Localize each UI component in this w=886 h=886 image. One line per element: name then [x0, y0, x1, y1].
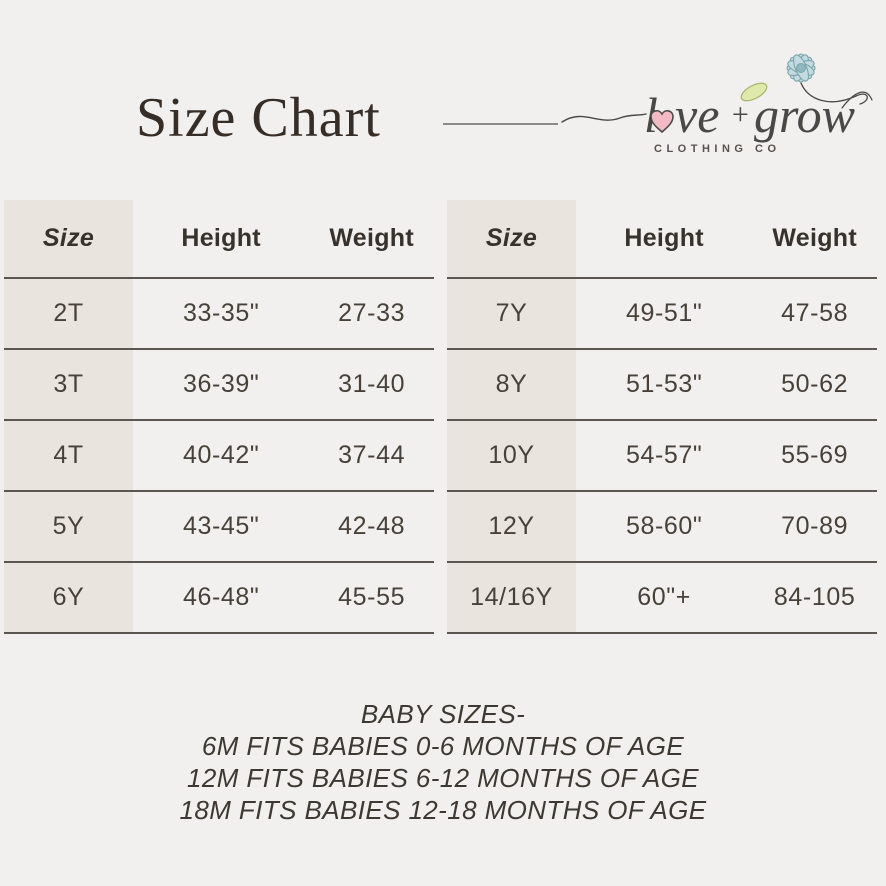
size-cell: 4T: [4, 420, 133, 492]
size-cell: 7Y: [447, 278, 576, 350]
height-cell: 49-51": [576, 278, 753, 350]
column-header-size: Size: [4, 200, 133, 279]
baby-sizes-line: 18M FITS BABIES 12-18 MONTHS OF AGE: [179, 795, 707, 825]
weight-cell: 27-33: [309, 278, 434, 350]
height-cell: 54-57": [576, 420, 753, 492]
weight-cell: 45-55: [309, 562, 434, 634]
daisy-flower-icon: [786, 53, 816, 83]
weight-cell: 31-40: [309, 349, 434, 421]
size-cell: 10Y: [447, 420, 576, 492]
weight-cell: 70-89: [752, 491, 877, 563]
size-cell: 6Y: [4, 562, 133, 634]
height-cell: 46-48": [133, 562, 310, 634]
size-cell: 8Y: [447, 349, 576, 421]
brand-logo: l ve + grow CLOTHING CO: [561, 53, 873, 155]
table-row: 6Y 46-48" 45-55: [4, 562, 434, 634]
table-row: 14/16Y 60"+ 84-105: [447, 562, 877, 634]
column-header-size: Size: [447, 200, 576, 279]
size-cell: 2T: [4, 278, 133, 350]
baby-sizes-line: 6M FITS BABIES 0-6 MONTHS OF AGE: [201, 731, 685, 761]
table-row: 8Y 51-53" 50-62: [447, 349, 877, 421]
table-header-row: Size Height Weight: [4, 200, 434, 279]
size-chart-tables: Size Height Weight 2T 33-35" 27-33 3T 36…: [0, 200, 886, 634]
table-row: 3T 36-39" 31-40: [4, 349, 434, 421]
height-cell: 36-39": [133, 349, 310, 421]
flower-stem-icon: [800, 82, 868, 105]
table-row: 12Y 58-60" 70-89: [447, 491, 877, 563]
column-header-weight: Weight: [752, 200, 877, 279]
size-table-right: Size Height Weight 7Y 49-51" 47-58 8Y 51…: [447, 200, 877, 634]
heart-icon: [650, 109, 674, 134]
height-cell: 33-35": [133, 278, 310, 350]
baby-sizes-heading: BABY SIZES-: [360, 699, 526, 729]
table-header-row: Size Height Weight: [447, 200, 877, 279]
table-row: 5Y 43-45" 42-48: [4, 491, 434, 563]
size-cell: 5Y: [4, 491, 133, 563]
baby-sizes-note: BABY SIZES- 6M FITS BABIES 0-6 MONTHS OF…: [0, 698, 886, 826]
weight-cell: 42-48: [309, 491, 434, 563]
table-row: 2T 33-35" 27-33: [4, 278, 434, 350]
column-header-height: Height: [576, 200, 753, 279]
column-header-weight: Weight: [309, 200, 434, 279]
size-table-left: Size Height Weight 2T 33-35" 27-33 3T 36…: [4, 200, 434, 634]
height-cell: 58-60": [576, 491, 753, 563]
title-dash-line: [443, 123, 558, 125]
height-cell: 51-53": [576, 349, 753, 421]
column-header-height: Height: [133, 200, 310, 279]
flourish-right-icon: [841, 91, 873, 109]
weight-cell: 47-58: [752, 278, 877, 350]
height-cell: 43-45": [133, 491, 310, 563]
brand-subtitle: CLOTHING CO: [654, 143, 781, 155]
size-cell: 14/16Y: [447, 562, 576, 634]
table-row: 7Y 49-51" 47-58: [447, 278, 877, 350]
flourish-left-icon: [561, 113, 647, 123]
brand-plus: +: [730, 98, 750, 131]
leaf-icon: [740, 82, 768, 102]
size-cell: 12Y: [447, 491, 576, 563]
page-header: Size Chart l ve: [0, 0, 886, 200]
weight-cell: 84-105: [752, 562, 877, 634]
weight-cell: 55-69: [752, 420, 877, 492]
size-cell: 3T: [4, 349, 133, 421]
brand-word-grow: grow: [754, 87, 855, 143]
height-cell: 60"+: [576, 562, 753, 634]
table-row: 10Y 54-57" 55-69: [447, 420, 877, 492]
height-cell: 40-42": [133, 420, 310, 492]
weight-cell: 50-62: [752, 349, 877, 421]
baby-sizes-line: 12M FITS BABIES 6-12 MONTHS OF AGE: [186, 763, 700, 793]
weight-cell: 37-44: [309, 420, 434, 492]
table-row: 4T 40-42" 37-44: [4, 420, 434, 492]
page-title: Size Chart: [136, 87, 381, 149]
brand-word-ve: ve: [675, 87, 719, 143]
